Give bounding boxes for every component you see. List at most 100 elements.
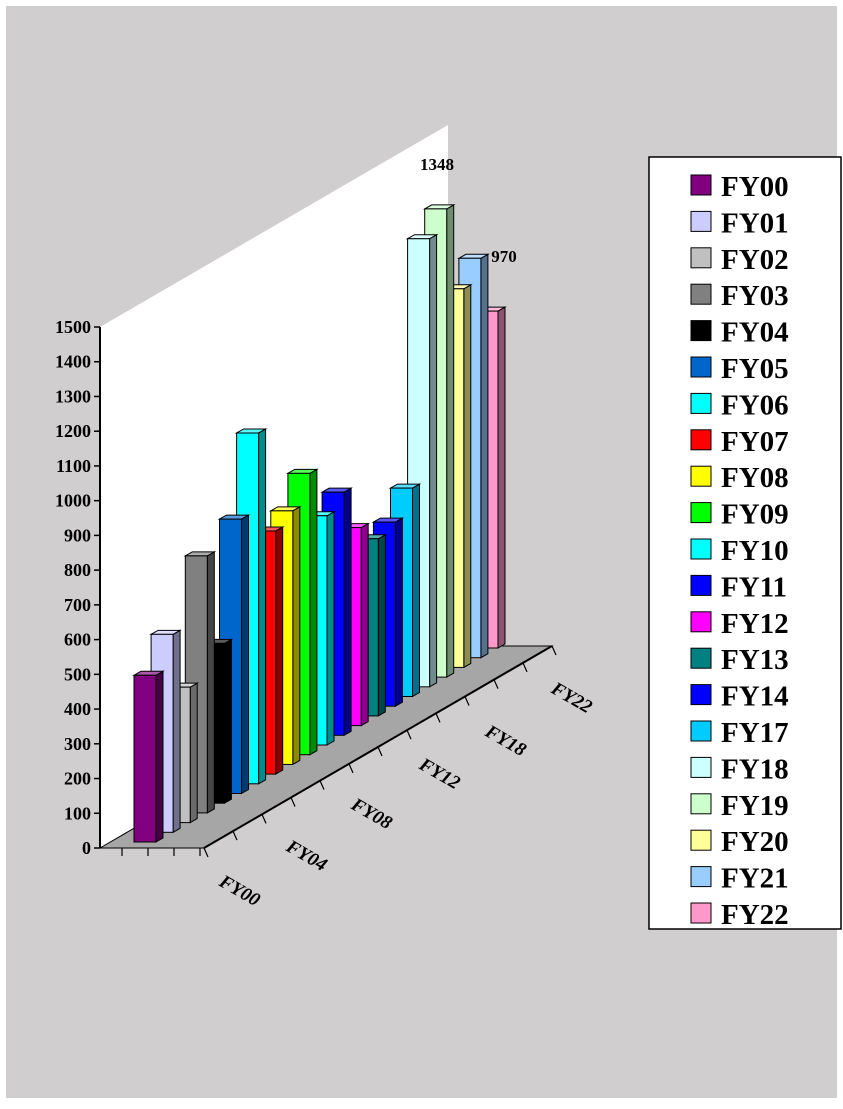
legend-swatch: [690, 210, 712, 232]
data-label: 970: [491, 247, 517, 266]
value-axis-tick-label: 200: [64, 769, 91, 789]
legend-label: FY03: [721, 280, 789, 312]
legend-item: FY08: [690, 462, 789, 494]
value-axis-tick-label: 1500: [55, 317, 91, 337]
bar-front: [133, 674, 157, 843]
data-label: 1348: [420, 155, 454, 174]
bar-side: [326, 510, 335, 746]
value-axis-tick-label: 500: [64, 664, 91, 684]
legend-swatch: [690, 647, 712, 669]
legend-swatch: [690, 611, 712, 633]
legend-item: FY01: [690, 207, 789, 239]
legend-swatch: [690, 356, 712, 378]
legend-label: FY04: [721, 317, 789, 349]
value-axis-tick-label: 900: [64, 525, 91, 545]
legend-box: [648, 156, 842, 930]
legend-swatch: [690, 793, 712, 815]
legend-item: FY19: [690, 790, 789, 822]
legend-label: FY09: [721, 499, 789, 531]
legend-swatch: [690, 247, 712, 269]
legend-label: FY08: [721, 462, 789, 494]
value-axis-tick-label: 800: [64, 560, 91, 580]
legend-item: FY14: [690, 681, 789, 713]
bar-side: [412, 483, 420, 698]
value-axis-tick-label: 0: [82, 838, 91, 858]
bar-side: [343, 487, 352, 737]
legend-label: FY07: [721, 426, 789, 458]
bar-side: [258, 428, 267, 785]
legend-item: FY07: [690, 426, 789, 458]
value-axis-tick-label: 1100: [56, 456, 91, 476]
legend-swatch: [690, 320, 712, 342]
bar-side: [497, 306, 506, 649]
value-axis-tick-label: 100: [64, 803, 91, 823]
bar-side: [172, 629, 181, 834]
legend-label: FY19: [721, 790, 789, 822]
legend-label: FY01: [721, 207, 789, 239]
legend-item: FY09: [690, 499, 789, 531]
legend-label: FY10: [721, 535, 789, 567]
bar-side: [480, 253, 489, 659]
legend-label: FY21: [721, 863, 789, 895]
legend-item: FY04: [690, 317, 789, 349]
bar-side: [394, 517, 403, 708]
legend-item: FY06: [690, 389, 789, 421]
legend-swatch: [690, 720, 712, 742]
legend-item: FY17: [690, 717, 789, 749]
legend-swatch: [690, 684, 712, 706]
legend-swatch: [690, 429, 712, 451]
legend-item: FY22: [690, 899, 789, 931]
value-axis-tick-label: 1300: [55, 386, 91, 406]
legend-label: FY13: [721, 644, 789, 676]
legend-label: FY02: [721, 244, 789, 276]
legend-label: FY12: [721, 608, 789, 640]
legend-label: FY05: [721, 353, 789, 385]
legend-item: FY00: [690, 171, 789, 203]
legend-swatch: [690, 756, 712, 778]
value-axis-tick-label: 700: [64, 595, 91, 615]
category-axis-tick: [406, 729, 412, 740]
bar-side: [206, 551, 215, 814]
value-axis-tick-label: 300: [64, 734, 91, 754]
category-axis-tick: [290, 797, 296, 807]
legend-item: FY10: [690, 535, 789, 567]
legend-item: FY18: [690, 753, 789, 785]
bar-side: [360, 522, 369, 727]
value-axis-tick-label: 1400: [55, 352, 91, 372]
legend-swatch: [690, 502, 712, 524]
legend-item: FY05: [690, 353, 789, 385]
category-axis-tick: [319, 780, 325, 790]
bar-side: [223, 638, 232, 805]
value-axis-tick-label: 400: [64, 699, 91, 719]
legend-label: FY22: [721, 899, 789, 931]
legend-swatch: [690, 829, 712, 851]
legend-item: FY12: [690, 608, 789, 640]
legend-swatch: [690, 866, 712, 888]
category-axis-tick: [261, 814, 267, 824]
legend-item: FY02: [690, 244, 789, 276]
category-axis-tick: [435, 713, 441, 723]
category-axis-tick: [348, 763, 354, 774]
category-axis-tick: [551, 645, 557, 656]
bar-fy00: [132, 670, 165, 843]
legend-item: FY03: [690, 280, 789, 312]
legend-swatch: [690, 283, 712, 305]
bar-side: [309, 468, 318, 756]
category-axis-tick: [232, 830, 238, 841]
legend-swatch: [690, 574, 712, 596]
legend-item: FY13: [690, 644, 789, 676]
legend-label: FY14: [721, 681, 789, 713]
legend-swatch: [690, 538, 712, 560]
value-axis-tick-label: 600: [64, 630, 91, 650]
legend-label: FY00: [721, 171, 789, 203]
legend-item: FY21: [690, 863, 789, 895]
bar-side: [292, 505, 301, 766]
value-axis-tick-label: 1000: [55, 491, 91, 511]
legend-label: FY17: [721, 717, 789, 749]
bar-side: [241, 514, 249, 795]
legend-swatch: [690, 465, 712, 487]
category-axis-tick: [377, 746, 383, 757]
category-axis-tick: [203, 847, 209, 858]
